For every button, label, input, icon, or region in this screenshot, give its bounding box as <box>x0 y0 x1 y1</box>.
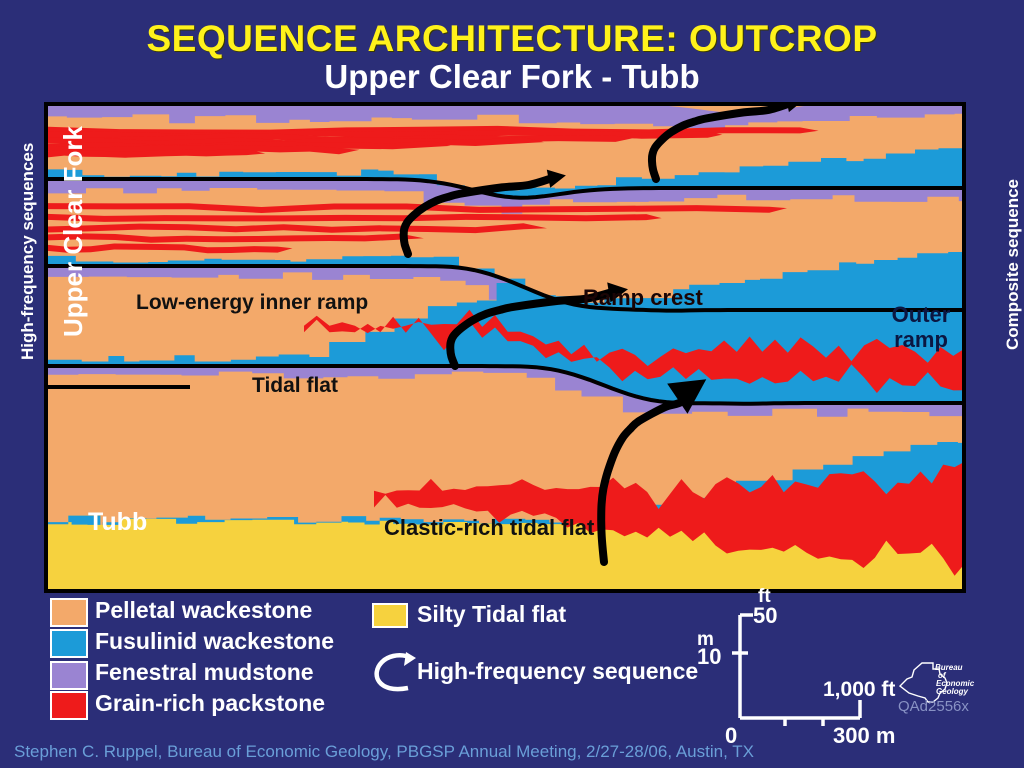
svg-text:1,000 ft: 1,000 ft <box>823 678 895 701</box>
svg-text:10: 10 <box>697 644 721 669</box>
svg-text:50: 50 <box>753 603 777 628</box>
svg-text:300 m: 300 m <box>833 723 895 748</box>
svg-text:Geology: Geology <box>936 687 969 696</box>
